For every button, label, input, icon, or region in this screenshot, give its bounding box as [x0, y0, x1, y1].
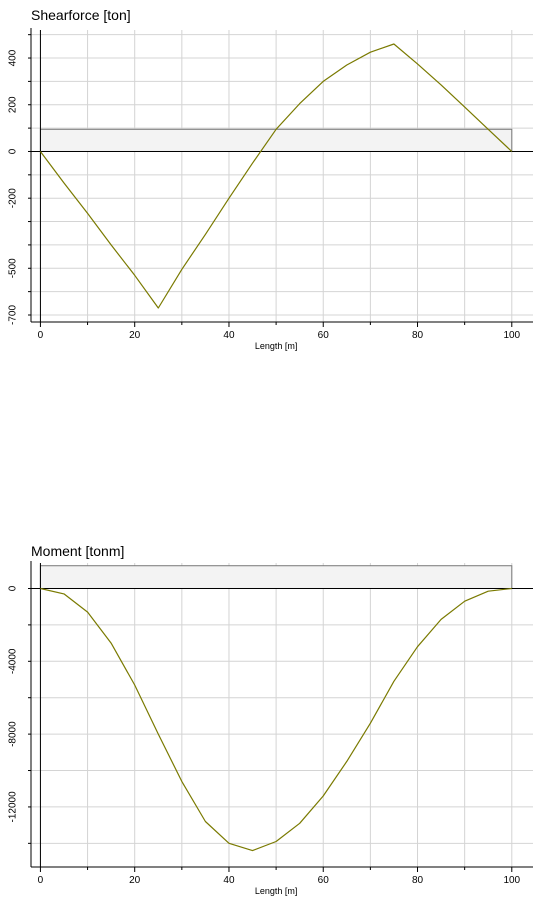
y-tick-label: -12000	[8, 791, 19, 823]
shearforce-plot: 0 20 40 60 80 100 Length [m] 400 200 0 -200 -500 -70…	[8, 28, 533, 351]
y-tick-label: -8000	[8, 721, 19, 747]
x-axis-label: Length [m]	[255, 341, 298, 351]
x-tick-label: 100	[503, 330, 520, 341]
x-tick-label: 60	[318, 875, 330, 886]
envelope-band	[39, 128, 513, 152]
x-tick-label: 0	[38, 875, 44, 886]
x-tick-label: 20	[129, 330, 141, 341]
y-tick-label: 200	[8, 96, 19, 113]
chart-title: Shearforce [ton]	[31, 7, 131, 23]
x-tick-label: 80	[412, 875, 424, 886]
x-axis-label: Length [m]	[255, 886, 298, 896]
x-tick-label: 40	[223, 330, 235, 341]
x-tick-label: 20	[129, 875, 141, 886]
y-tick-label: -200	[8, 188, 19, 208]
x-tick-label: 40	[223, 875, 235, 886]
envelope-band	[39, 565, 513, 589]
y-tick-label: 0	[8, 585, 19, 591]
x-tick-label: 100	[503, 875, 520, 886]
y-tick-label: -700	[8, 305, 19, 325]
y-tick-label: -500	[8, 258, 19, 278]
series-line	[40, 587, 512, 852]
y-tick-label: 0	[8, 148, 19, 154]
shearforce-chart: Shearforce [ton] 0 20 40 60 80 100 Length [m] 4…	[0, 0, 543, 370]
x-tick-label: 60	[318, 330, 330, 341]
series-line	[39, 43, 513, 309]
moment-plot: 0 20 40 60 80 100 Length [m] 0 -4000 -8000 -12000	[8, 561, 533, 896]
y-tick-label: 400	[8, 49, 19, 66]
x-tick-label: 80	[412, 330, 424, 341]
chart-title: Moment [tonm]	[31, 543, 125, 559]
y-tick-label: -4000	[8, 648, 19, 674]
moment-chart: Moment [tonm] 0 20 40 60 80 100 Length [m] 0 -40…	[0, 536, 543, 906]
x-tick-label: 0	[38, 330, 44, 341]
